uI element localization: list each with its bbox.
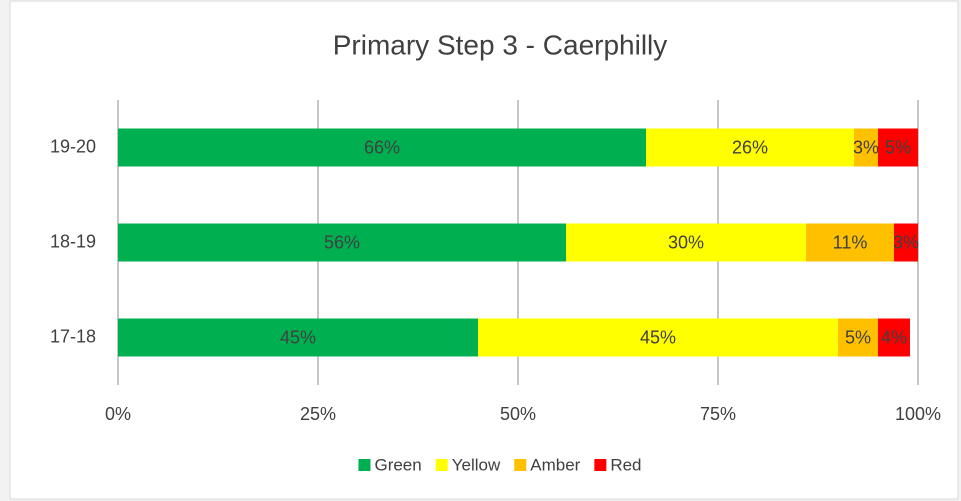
x-tick-label: 50% bbox=[500, 404, 536, 424]
data-label: 26% bbox=[732, 137, 768, 157]
y-tick-label: 18-19 bbox=[50, 231, 96, 251]
x-tick-label: 25% bbox=[300, 404, 336, 424]
legend-label: Green bbox=[374, 455, 421, 474]
bar-segment bbox=[478, 318, 838, 357]
legend-label: Yellow bbox=[452, 455, 501, 474]
bar-segment bbox=[878, 318, 910, 357]
legend-label: Amber bbox=[530, 455, 580, 474]
x-tick-label: 100% bbox=[895, 404, 941, 424]
bar-segment bbox=[118, 223, 566, 262]
x-tick-label: 0% bbox=[105, 404, 131, 424]
data-label: 66% bbox=[364, 137, 400, 157]
data-label: 5% bbox=[845, 327, 871, 347]
data-label: 56% bbox=[324, 232, 360, 252]
chart-title: Primary Step 3 - Caerphilly bbox=[333, 29, 668, 60]
data-label: 45% bbox=[280, 327, 316, 347]
data-label: 11% bbox=[833, 232, 868, 252]
data-label: 45% bbox=[640, 327, 676, 347]
y-tick-label: 17-18 bbox=[50, 326, 96, 346]
bar-segment bbox=[838, 318, 878, 357]
bar-segment bbox=[806, 223, 894, 262]
legend-swatch bbox=[594, 459, 607, 471]
x-tick-label: 75% bbox=[700, 404, 736, 424]
bar-segment bbox=[878, 128, 918, 167]
data-label: 3% bbox=[853, 137, 879, 157]
bar-segment bbox=[854, 128, 878, 167]
legend-swatch bbox=[514, 459, 527, 471]
bar-segment bbox=[646, 128, 854, 167]
data-label: 30% bbox=[668, 232, 704, 252]
legend-swatch bbox=[435, 459, 448, 471]
data-label: 3% bbox=[893, 232, 919, 252]
data-label: 4% bbox=[881, 327, 907, 347]
legend-label: Red bbox=[610, 455, 641, 474]
bar-segment bbox=[118, 128, 646, 167]
bar-segment bbox=[566, 223, 806, 262]
bar-segment bbox=[118, 318, 478, 357]
bar-segment bbox=[894, 223, 918, 262]
data-label: 5% bbox=[885, 137, 911, 157]
legend-swatch bbox=[358, 459, 371, 471]
y-tick-label: 19-20 bbox=[50, 136, 96, 156]
